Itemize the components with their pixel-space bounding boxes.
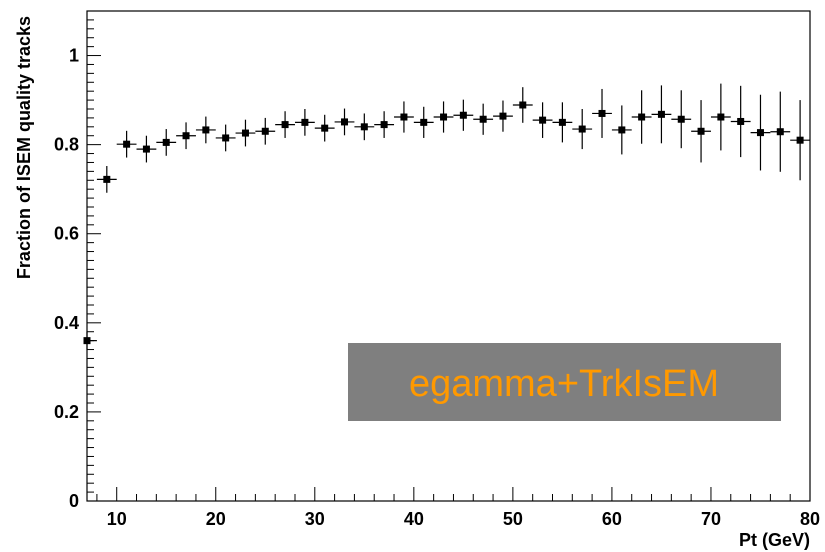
annotation-box: egamma+TrkIsEM [348, 343, 781, 421]
data-point [697, 127, 705, 135]
data-point [796, 136, 804, 144]
x-axis: 10 20 30 40 50 60 70 80 [96, 487, 820, 529]
annotation-text: egamma+TrkIsEM [409, 363, 719, 405]
error-bars [86, 83, 810, 350]
data-points [83, 101, 804, 345]
data-point [182, 132, 190, 140]
x-tick-label: 60 [602, 509, 622, 529]
data-point [281, 121, 289, 129]
x-axis-title: Pt (GeV) [739, 530, 810, 550]
data-point [459, 111, 467, 119]
data-point [479, 115, 487, 123]
data-point [142, 145, 150, 153]
annotation-background [348, 343, 781, 421]
data-point [162, 138, 170, 146]
x-tick-label: 40 [404, 509, 424, 529]
data-point [341, 118, 349, 126]
y-tick-label: 1 [69, 46, 79, 66]
data-point [440, 113, 448, 121]
data-point [657, 110, 665, 118]
x-tick-label: 50 [503, 509, 523, 529]
data-point [539, 116, 547, 124]
data-point [380, 121, 388, 129]
data-point [123, 140, 131, 148]
data-point [202, 126, 210, 134]
data-point [400, 113, 408, 121]
x-tick-label: 80 [800, 509, 820, 529]
y-tick-label: 0.4 [54, 313, 79, 333]
x-tick-label: 20 [206, 509, 226, 529]
data-point [618, 126, 626, 134]
y-tick-label: 0.8 [54, 135, 79, 155]
data-point [360, 123, 368, 131]
y-tick-label: 0.2 [54, 402, 79, 422]
data-point [241, 129, 249, 137]
x-tick-label: 10 [107, 509, 127, 529]
x-tick-label: 70 [701, 509, 721, 529]
data-point [261, 127, 269, 135]
plot-frame [86, 10, 811, 502]
x-tick-label: 30 [305, 509, 325, 529]
y-axis: 0 0.2 0.4 0.6 0.8 1 [54, 10, 101, 511]
data-point [638, 113, 646, 121]
data-point [103, 175, 111, 183]
data-point [717, 113, 725, 121]
data-point [598, 109, 606, 117]
data-point [756, 129, 764, 137]
data-point [420, 118, 428, 126]
data-point [737, 117, 745, 125]
data-point [301, 118, 309, 126]
data-point [321, 124, 329, 132]
data-point [222, 134, 230, 142]
data-point [776, 128, 784, 136]
data-point [558, 118, 566, 126]
y-tick-label: 0 [69, 491, 79, 511]
y-axis-title: Fraction of ISEM quality tracks [14, 16, 34, 279]
y-tick-label: 0.6 [54, 224, 79, 244]
data-point [519, 101, 527, 109]
data-point [578, 125, 586, 133]
data-point [677, 115, 685, 123]
data-point [499, 112, 507, 120]
